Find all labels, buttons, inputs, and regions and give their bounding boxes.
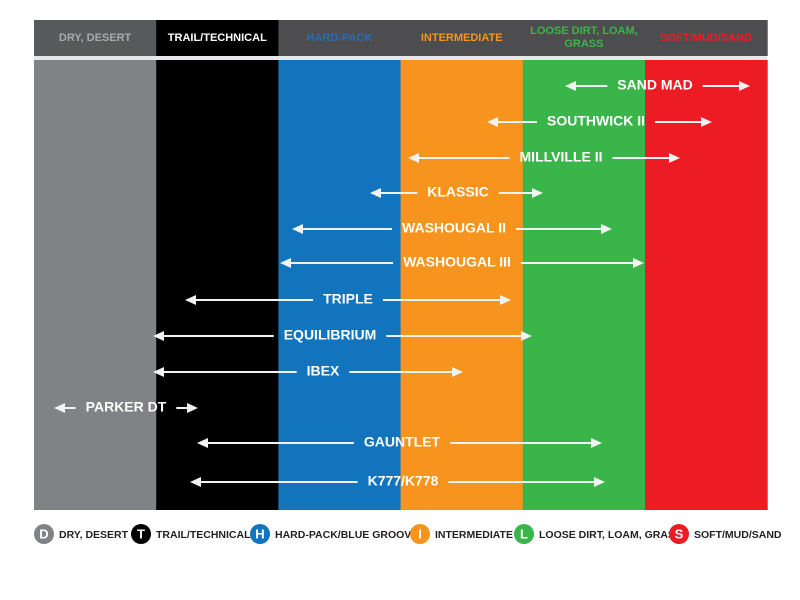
legend-letter: D bbox=[39, 526, 48, 541]
arrow-head bbox=[187, 403, 198, 413]
arrow-head bbox=[669, 153, 680, 163]
tire-name: KLASSIC bbox=[427, 184, 488, 200]
column-header-bg bbox=[156, 20, 279, 56]
legend-icon bbox=[410, 524, 430, 544]
legend-letter: I bbox=[418, 526, 422, 541]
legend-letter: L bbox=[520, 526, 528, 541]
arrow-head bbox=[532, 188, 543, 198]
column-header-bg bbox=[645, 20, 768, 56]
legend-letter: H bbox=[255, 526, 264, 541]
arrow-head bbox=[591, 438, 602, 448]
terrain-column bbox=[278, 60, 402, 510]
column-header-bg bbox=[522, 20, 646, 56]
arrow-head bbox=[54, 403, 65, 413]
tire-name: SOUTHWICK II bbox=[547, 113, 645, 129]
arrow-head bbox=[701, 117, 712, 127]
column-header: INTERMEDIATE bbox=[421, 32, 503, 44]
column-header: DRY, DESERT bbox=[59, 32, 132, 44]
legend-label: HARD-PACK/BLUE GROOVE bbox=[275, 529, 418, 541]
arrow-head bbox=[370, 188, 381, 198]
legend-letter: S bbox=[675, 526, 684, 541]
arrow-head bbox=[565, 81, 576, 91]
arrow-head bbox=[280, 258, 291, 268]
arrow-head bbox=[633, 258, 644, 268]
arrow-head bbox=[500, 295, 511, 305]
legend-icon bbox=[34, 524, 54, 544]
legend-label: LOOSE DIRT, LOAM, GRASS bbox=[539, 529, 682, 541]
column-header-bg bbox=[34, 20, 157, 56]
arrow-head bbox=[739, 81, 750, 91]
legend-label: TRAIL/TECHNICAL bbox=[156, 529, 251, 541]
arrow-head bbox=[594, 477, 605, 487]
tire-name: WASHOUGAL III bbox=[403, 254, 511, 270]
tire-name: MILLVILLE II bbox=[520, 149, 603, 165]
arrow-head bbox=[153, 367, 164, 377]
terrain-column bbox=[645, 60, 768, 510]
legend-letter: T bbox=[137, 526, 145, 541]
arrow-head bbox=[185, 295, 196, 305]
legend-label: INTERMEDIATE bbox=[435, 529, 513, 541]
tire-name: SAND MAD bbox=[617, 77, 692, 93]
tire-name: IBEX bbox=[307, 363, 340, 379]
column-header-bg bbox=[278, 20, 402, 56]
legend-label: SOFT/MUD/SAND bbox=[694, 529, 782, 541]
legend-icon bbox=[131, 524, 151, 544]
tire-name: WASHOUGAL II bbox=[402, 220, 506, 236]
arrow-head bbox=[521, 331, 532, 341]
arrow-head bbox=[153, 331, 164, 341]
arrow-head bbox=[190, 477, 201, 487]
terrain-column bbox=[522, 60, 646, 510]
tire-name: TRIPLE bbox=[323, 291, 373, 307]
terrain-column bbox=[400, 60, 524, 510]
header-divider bbox=[34, 56, 767, 60]
arrow-head bbox=[601, 224, 612, 234]
column-header: LOOSE DIRT, LOAM, GRASS bbox=[530, 25, 638, 50]
column-header: SOFT/MUD/SAND bbox=[660, 32, 752, 44]
column-header-bg bbox=[400, 20, 524, 56]
column-header: HARD-PACK bbox=[307, 32, 373, 44]
arrow-head bbox=[487, 117, 498, 127]
legend-icon bbox=[514, 524, 534, 544]
terrain-column bbox=[34, 60, 157, 510]
tire-name: EQUILIBRIUM bbox=[284, 327, 377, 343]
arrow-head bbox=[197, 438, 208, 448]
column-header: TRAIL/TECHNICAL bbox=[168, 32, 267, 44]
arrow-head bbox=[452, 367, 463, 377]
legend-icon bbox=[250, 524, 270, 544]
tire-name: K777/K778 bbox=[368, 473, 439, 489]
legend-label: DRY, DESERT bbox=[59, 529, 129, 541]
tire-name: PARKER DT bbox=[86, 399, 167, 415]
legend-icon bbox=[669, 524, 689, 544]
arrow-head bbox=[292, 224, 303, 234]
terrain-column bbox=[156, 60, 279, 510]
arrow-head bbox=[408, 153, 419, 163]
tire-name: GAUNTLET bbox=[364, 434, 441, 450]
